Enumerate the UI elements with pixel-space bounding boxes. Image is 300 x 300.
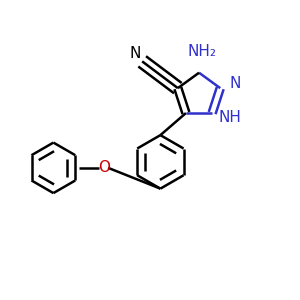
Text: NH: NH: [218, 110, 242, 125]
Text: NH₂: NH₂: [188, 44, 217, 59]
Text: N: N: [129, 46, 140, 62]
Text: O: O: [98, 160, 110, 175]
Text: N: N: [230, 76, 241, 91]
